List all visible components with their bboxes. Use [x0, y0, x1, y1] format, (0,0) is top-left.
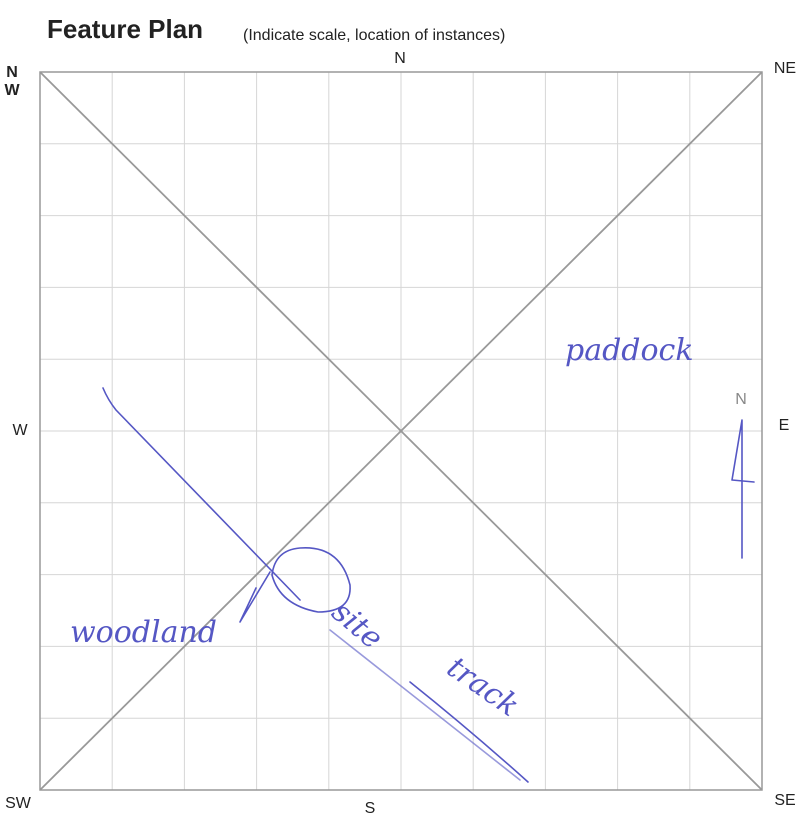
site-circle [271, 547, 351, 613]
annotation: track [440, 650, 525, 724]
pointer [239, 571, 271, 623]
underline [409, 681, 529, 783]
compass-label: N [394, 50, 406, 67]
track-line [102, 387, 301, 601]
compass-label: E [779, 417, 790, 434]
annotation: site [325, 594, 389, 656]
compass-label: SE [774, 792, 795, 809]
compass-label: SW [5, 795, 32, 812]
compass-label: N [6, 64, 18, 81]
track-line [329, 629, 521, 781]
grid [40, 72, 762, 790]
annotation: woodland [70, 615, 217, 650]
subtitle: (Indicate scale, location of instances) [243, 27, 505, 44]
compass-label: S [365, 800, 376, 817]
title: Feature Plan [47, 14, 203, 44]
plan-border [39, 71, 763, 791]
annotation: paddock [565, 333, 694, 368]
compass-label: W [12, 422, 28, 439]
diagonal [39, 71, 763, 791]
compass-label: NE [774, 60, 796, 77]
north-arrow-label: N [735, 391, 747, 408]
compass-label: W [4, 82, 20, 99]
north-arrow [731, 419, 755, 559]
